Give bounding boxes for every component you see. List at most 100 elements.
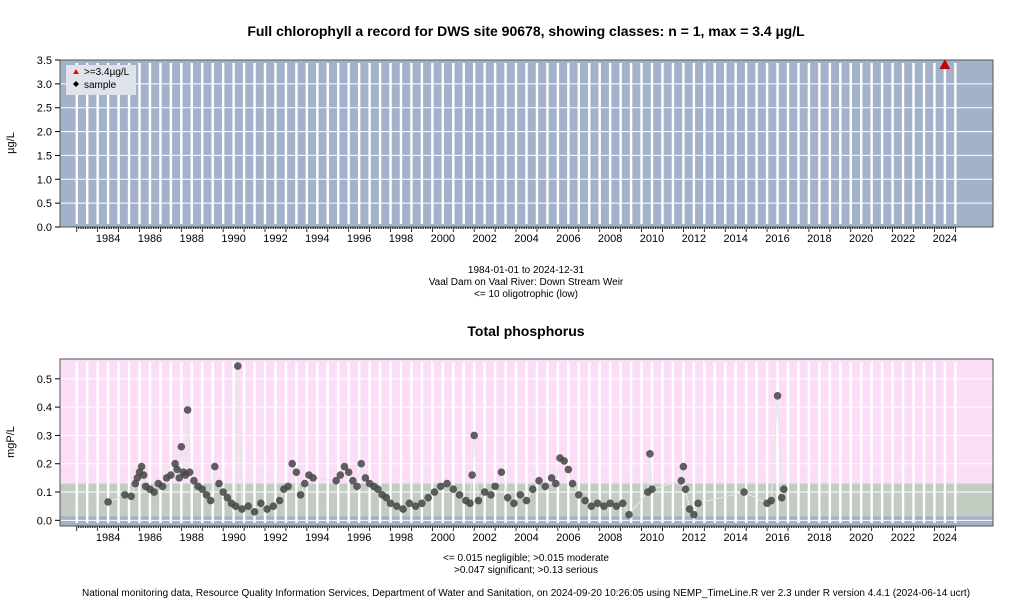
data-point-sample	[574, 491, 583, 499]
data-point-sample	[528, 485, 537, 494]
x-tick-label: 1986	[138, 233, 162, 245]
data-point-sample	[185, 468, 194, 477]
data-point-sample	[516, 491, 525, 499]
data-point-sample	[777, 493, 786, 502]
data-point-sample	[780, 485, 788, 494]
x-tick-label: 2020	[849, 532, 873, 544]
data-point-sample	[685, 505, 694, 513]
data-point-sample	[183, 406, 192, 414]
data-point-sample	[127, 492, 135, 501]
data-point-sample	[231, 502, 240, 510]
x-tick-label: 2018	[807, 532, 831, 544]
data-point-sample	[612, 502, 621, 510]
data-point-sample	[190, 476, 198, 485]
x-tick-label: 2008	[598, 233, 622, 245]
chart1-x-axis: 1984 1986 1988 1990 1992 1994 1996 1998 2000 2002…	[76, 227, 957, 245]
y-tick-label: 0.0	[37, 222, 52, 234]
x-tick-label: 1994	[305, 532, 329, 544]
x-tick-label: 1988	[180, 532, 204, 544]
data-point-sample	[491, 482, 499, 491]
x-tick-label: 2024	[933, 532, 957, 544]
data-point-sample	[767, 496, 776, 505]
x-tick-label: 2008	[598, 532, 622, 544]
data-point-sample	[466, 499, 474, 508]
data-point-sample	[740, 488, 748, 496]
chart1-ylabel: µg/L	[5, 132, 17, 154]
data-point-sample	[357, 459, 366, 468]
data-point-sample	[449, 485, 458, 494]
data-point-sample	[474, 496, 483, 505]
data-point-sample	[349, 476, 357, 485]
chart2-y-axis: 0.0 0.1 0.2 0.3 0.4 0.5	[37, 374, 60, 527]
x-tick-label: 1996	[347, 233, 371, 245]
x-tick-label: 1992	[263, 532, 287, 544]
chart2-caption-classes-1: <= 0.015 negligible; >0.015 moderate	[443, 553, 609, 564]
data-point-sample	[340, 462, 349, 471]
data-point-sample	[424, 493, 432, 502]
x-tick-label: 1998	[389, 532, 413, 544]
y-tick-label: 0.3	[37, 430, 52, 442]
data-point-sample	[139, 471, 148, 479]
data-point-sample	[284, 482, 292, 491]
x-tick-label: 1990	[221, 532, 245, 544]
x-tick-label: 2000	[431, 233, 455, 245]
chart1-plot	[59, 59, 994, 228]
data-point-sample	[393, 502, 401, 510]
data-point-sample	[353, 482, 361, 491]
data-point-sample	[344, 468, 353, 477]
data-point-sample	[648, 485, 656, 494]
data-point-sample	[681, 485, 690, 494]
data-point-sample	[773, 391, 782, 400]
data-point-sample	[292, 468, 301, 477]
y-tick-label: 2.0	[37, 127, 52, 139]
data-point-sample	[121, 491, 129, 499]
legend-triangle-icon	[73, 69, 79, 74]
data-point-sample	[600, 502, 608, 510]
x-tick-label: 2020	[849, 233, 873, 245]
chart2-title: Total phosphorus	[467, 323, 584, 339]
x-tick-label: 1992	[263, 233, 287, 245]
data-point-sample	[694, 499, 702, 508]
y-tick-label: 0.5	[37, 198, 52, 210]
data-point-sample	[150, 488, 158, 496]
data-point-sample	[411, 502, 420, 510]
legend-diamond-icon	[73, 81, 79, 87]
data-point-sample	[173, 465, 181, 474]
data-point-sample	[309, 474, 317, 482]
data-point-sample	[568, 479, 577, 488]
y-tick-label: 3.5	[37, 55, 52, 67]
legend-label-sample: sample	[84, 80, 117, 91]
data-point-sample	[551, 479, 560, 488]
x-tick-label: 2022	[891, 532, 915, 544]
data-point-sample	[300, 479, 309, 488]
data-point-sample	[405, 499, 414, 508]
chart2-vertical-grid	[75, 362, 957, 523]
data-point-sample	[430, 488, 439, 496]
data-point-sample	[198, 485, 207, 494]
legend-label-threshold: >=3.4µg/L	[84, 67, 130, 78]
y-tick-label: 3.0	[37, 79, 52, 91]
data-point-sample	[288, 459, 297, 468]
data-point-sample	[215, 479, 223, 488]
x-tick-label: 2012	[682, 532, 706, 544]
y-tick-label: 1.0	[37, 174, 52, 186]
data-point-sample	[244, 502, 253, 510]
chart2-points	[104, 362, 788, 519]
data-point-sample	[480, 488, 489, 496]
data-point-sample	[336, 471, 345, 479]
x-tick-label: 2004	[514, 233, 538, 245]
data-point-sample	[296, 491, 305, 499]
chart2-x-axis: 1984 1986 1988 1990 1992 1994 1996 1998 2000 2002…	[76, 526, 957, 544]
x-tick-label: 2016	[765, 233, 789, 245]
data-point-sample	[503, 493, 512, 502]
x-tick-label: 2004	[514, 532, 538, 544]
data-point-sample	[206, 496, 215, 505]
data-point-sample	[679, 462, 688, 471]
chart1-caption-class: <= 10 oligotrophic (low)	[474, 289, 578, 300]
data-point-sample	[238, 505, 246, 513]
x-tick-label: 2018	[807, 233, 831, 245]
y-tick-label: 0.0	[37, 515, 52, 527]
x-tick-label: 2010	[640, 532, 664, 544]
data-point-sample	[535, 476, 543, 485]
